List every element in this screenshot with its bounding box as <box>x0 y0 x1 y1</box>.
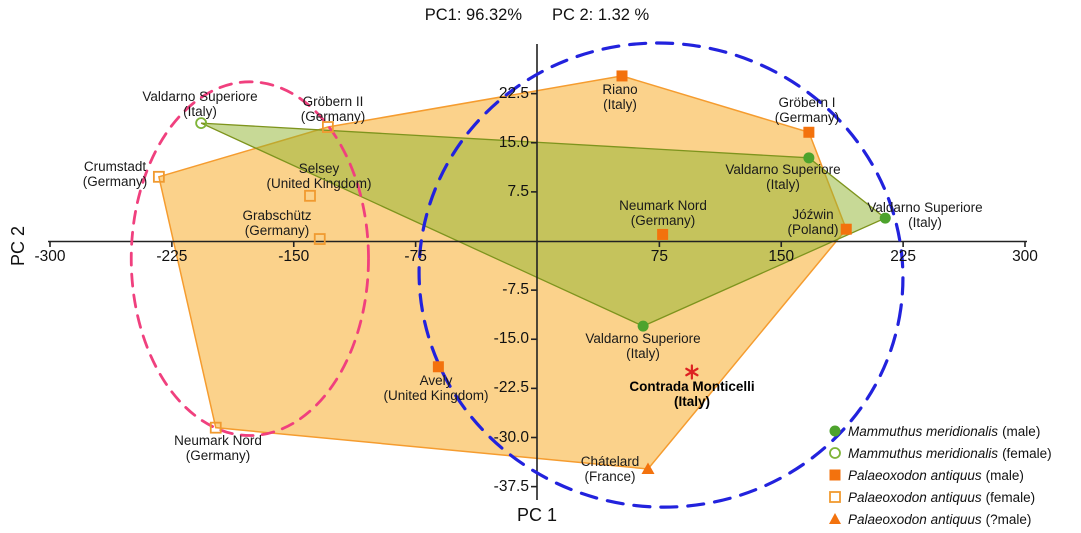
marker-grobern-ii <box>321 121 334 133</box>
marker-valdarno-superiore-female <box>195 117 208 129</box>
legend-sex: (female) <box>1002 445 1052 461</box>
marker-grabschutz <box>313 233 326 245</box>
legend-item-2: Palaeoxodon antiquus (male) <box>828 464 1052 486</box>
legend-circle-open-icon <box>829 447 841 459</box>
legend-item-0: Mammuthus meridionalis (male) <box>828 420 1052 442</box>
legend-species-name: Palaeoxodon antiquus <box>848 511 982 527</box>
legend-species-name: Mammuthus meridionalis <box>848 445 999 461</box>
marker-neumark-nord-female <box>209 421 222 434</box>
legend-item-1: Mammuthus meridionalis (female) <box>828 442 1052 464</box>
legend-item-3: Palaeoxodon antiquus (female) <box>828 486 1052 508</box>
legend-item-4: Palaeoxodon antiquus (?male) <box>828 508 1052 530</box>
marker-grobern-i <box>803 126 815 138</box>
legend-sex: (female) <box>985 489 1036 505</box>
marker-contrada-monticelli <box>685 364 699 380</box>
legend-species-name: Mammuthus meridionalis <box>848 423 999 439</box>
y-axis-label: PC 2 <box>8 225 28 266</box>
legend-sex: (male) <box>985 467 1024 483</box>
marker-chatelard <box>641 462 655 474</box>
pc2-variance: PC 2: 1.32 % <box>552 6 650 24</box>
legend: Mammuthus meridionalis (male) Mammuthus me… <box>828 420 1052 530</box>
marker-crumstadt <box>152 170 165 183</box>
legend-square-open-icon <box>829 491 841 503</box>
x-axis-label: PC 1 <box>516 505 558 525</box>
legend-sex: (?male) <box>985 511 1032 527</box>
marker-avely <box>432 361 444 373</box>
legend-square-filled-icon <box>829 469 841 481</box>
marker-selsey <box>304 189 316 202</box>
marker-neumark-nord-male <box>657 228 669 240</box>
legend-species-name: Palaeoxodon antiquus <box>848 467 982 483</box>
marker-valdarno-superiore-male-3 <box>879 212 891 224</box>
marker-valdarno-superiore-male-2 <box>637 320 649 332</box>
marker-jozwin <box>840 223 852 235</box>
chart-title: PC1: 96.32% PC 2: 1.32 % <box>0 6 1074 25</box>
legend-triangle-filled-icon <box>829 513 841 524</box>
female-group-ellipse <box>129 80 370 437</box>
legend-circle-filled-icon <box>829 425 841 437</box>
marker-valdarno-superiore-male-1 <box>803 152 815 164</box>
male-group-ellipse <box>417 41 905 509</box>
marker-riano <box>616 70 628 82</box>
pc1-variance: PC1: 96.32% <box>424 6 522 24</box>
legend-species-name: Palaeoxodon antiquus <box>848 489 982 505</box>
legend-sex: (male) <box>1002 423 1041 439</box>
